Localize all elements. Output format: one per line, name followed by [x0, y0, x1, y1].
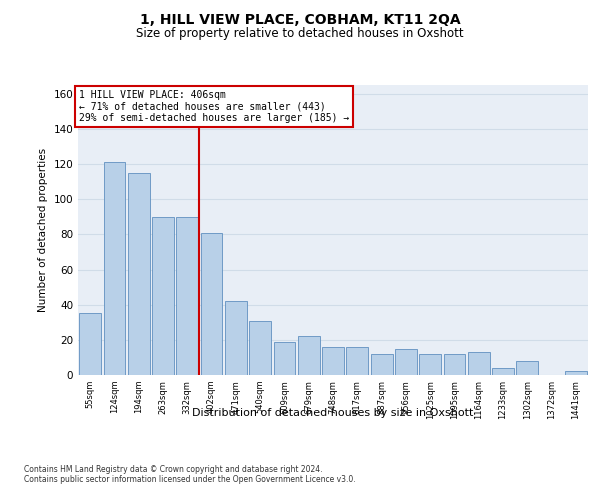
Bar — [395, 348, 417, 375]
Bar — [128, 173, 149, 375]
Bar — [200, 232, 223, 375]
Bar — [565, 372, 587, 375]
Bar — [468, 352, 490, 375]
Bar — [225, 301, 247, 375]
Text: 1, HILL VIEW PLACE, COBHAM, KT11 2QA: 1, HILL VIEW PLACE, COBHAM, KT11 2QA — [140, 12, 460, 26]
Bar — [346, 347, 368, 375]
Y-axis label: Number of detached properties: Number of detached properties — [38, 148, 48, 312]
Bar — [371, 354, 392, 375]
Text: Size of property relative to detached houses in Oxshott: Size of property relative to detached ho… — [136, 28, 464, 40]
Text: Distribution of detached houses by size in Oxshott: Distribution of detached houses by size … — [193, 408, 473, 418]
Text: 1 HILL VIEW PLACE: 406sqm
← 71% of detached houses are smaller (443)
29% of semi: 1 HILL VIEW PLACE: 406sqm ← 71% of detac… — [79, 90, 349, 124]
Text: Contains HM Land Registry data © Crown copyright and database right 2024.: Contains HM Land Registry data © Crown c… — [24, 466, 323, 474]
Bar — [274, 342, 295, 375]
Bar — [249, 320, 271, 375]
Bar — [492, 368, 514, 375]
Bar — [443, 354, 466, 375]
Bar — [517, 361, 538, 375]
Bar — [322, 347, 344, 375]
Bar — [176, 217, 198, 375]
Bar — [152, 217, 174, 375]
Bar — [79, 314, 101, 375]
Bar — [104, 162, 125, 375]
Bar — [419, 354, 441, 375]
Text: Contains public sector information licensed under the Open Government Licence v3: Contains public sector information licen… — [24, 476, 356, 484]
Bar — [298, 336, 320, 375]
